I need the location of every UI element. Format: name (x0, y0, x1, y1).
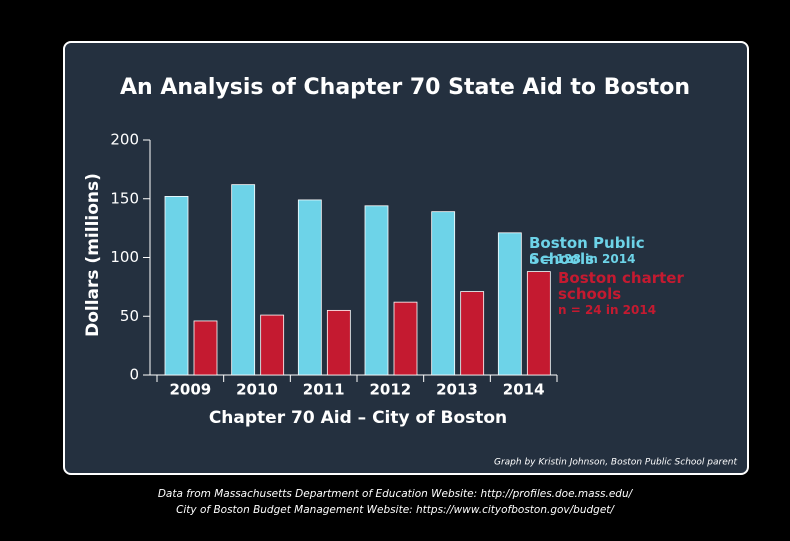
y-tick-label: 0 (129, 366, 139, 384)
x-axis-label: Chapter 70 Aid – City of Boston (209, 408, 507, 428)
bar (526, 271, 551, 376)
x-tick-label: 2012 (369, 381, 411, 399)
bar (431, 211, 456, 376)
y-tick-label: 150 (110, 189, 139, 207)
bar (364, 205, 389, 376)
y-axis-label: Dollars (millions) (83, 173, 103, 337)
bar (326, 309, 351, 376)
bar (393, 301, 418, 376)
bar (260, 314, 285, 376)
bar (297, 199, 322, 376)
x-tick-label: 2011 (303, 381, 345, 399)
source: Data from Massachusetts Department of Ed… (158, 488, 634, 500)
x-tick-label: 2014 (503, 381, 545, 399)
chart-title: An Analysis of Chapter 70 State Aid to B… (120, 75, 690, 100)
bar (231, 184, 256, 376)
x-tick-label: 2013 (436, 381, 478, 399)
x-tick-label: 2009 (169, 381, 211, 399)
legend-note: n = 24 in 2014 (558, 303, 657, 317)
bar (193, 320, 218, 376)
legend-label: Boston charter schools (558, 269, 684, 303)
legend-note: n = 128 in 2014 (529, 252, 636, 266)
bar (497, 232, 522, 376)
bar (460, 291, 485, 376)
y-tick-label: 100 (110, 248, 139, 266)
x-tick-label: 2010 (236, 381, 278, 399)
source: City of Boston Budget Management Website… (176, 504, 615, 516)
legend-label: Boston Public Schools (529, 234, 645, 268)
y-tick-label: 50 (120, 307, 139, 325)
y-tick-label: 200 (110, 131, 139, 149)
bar (164, 195, 189, 376)
credit: Graph by Kristin Johnson, Boston Public … (494, 458, 737, 468)
